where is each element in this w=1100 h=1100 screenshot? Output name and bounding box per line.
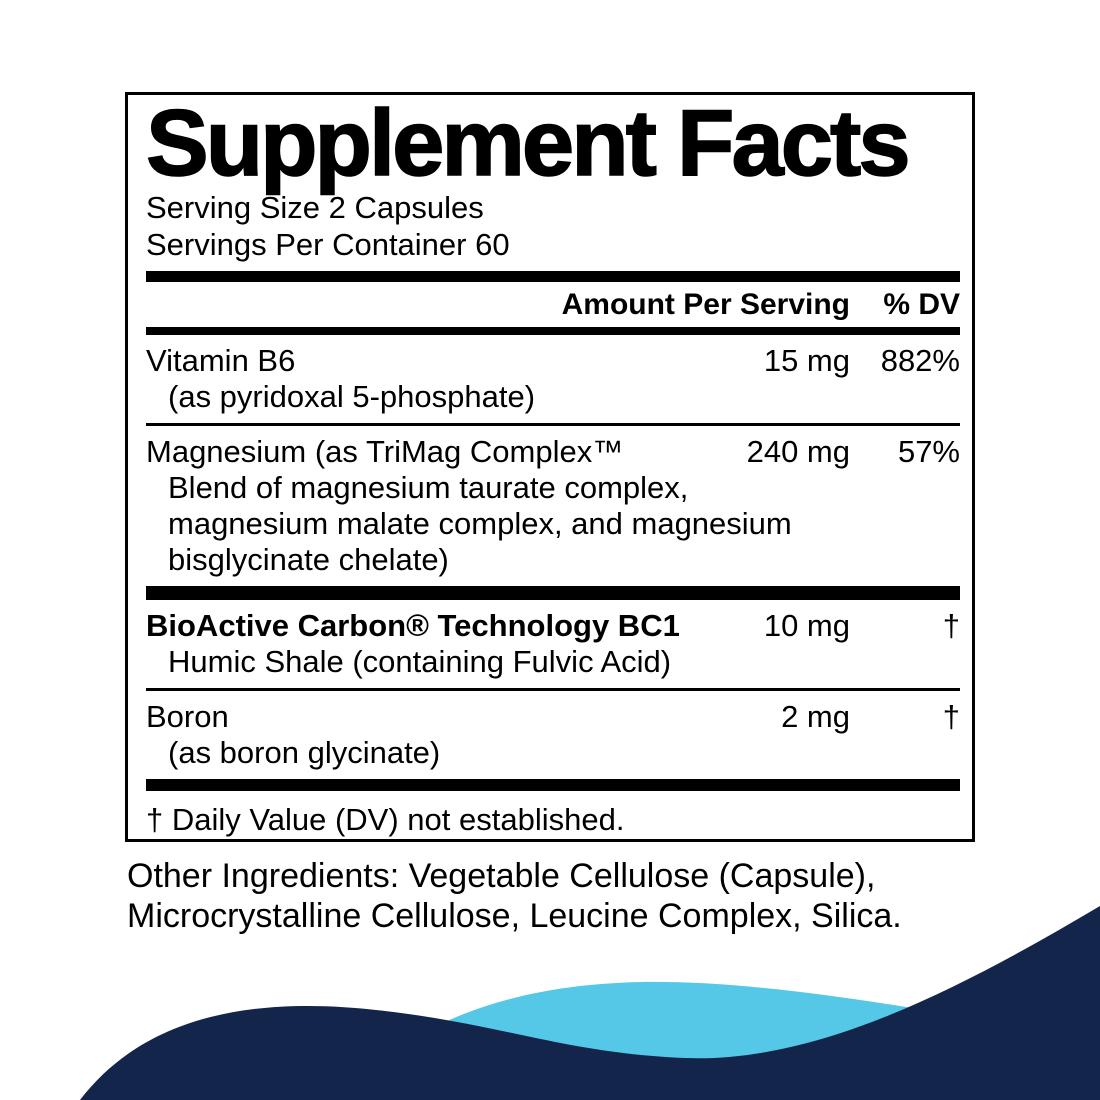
nutrient-detail: (as boron glycinate) [168,735,441,770]
nutrient-row-magnesium: 240 mg 57% Magnesium (as TriMag Complex™… [146,426,960,586]
amount-value: 15 mg [763,343,850,378]
nutrient-detail: (as pyridoxal 5-phosphate) [168,379,536,414]
other-ingredients-text: Other Ingredients: Vegetable Cellulose (… [127,857,902,935]
nutrient-row-vitamin-b6: 15 mg 882% Vitamin B6 (as pyridoxal 5-ph… [146,335,960,423]
dv-value: † [942,608,960,643]
divider-thick-top [146,271,960,282]
nutrient-name: Boron [146,699,229,734]
percent-dv-header: % DV [883,288,960,321]
dv-value: † [942,699,960,734]
amount-value: 10 mg [763,608,850,643]
amount-value: 240 mg [746,434,850,469]
amount-value: 2 mg [781,699,850,734]
nutrient-name: Magnesium (as TriMag Complex™ [146,434,624,469]
serving-size: Serving Size 2 Capsules [146,190,484,225]
divider-thick-mid [146,586,960,600]
divider-thick-bottom [146,779,960,791]
divider-medium-header [146,327,960,335]
decorative-waves [80,906,1100,1100]
dv-value: 57% [897,434,960,469]
nutrient-detail: Blend of magnesium taurate complex, magn… [168,470,792,577]
nutrient-name: BioActive Carbon® Technology BC1 [146,608,680,643]
supplement-facts-panel: Supplement Facts Serving Size 2 Capsules… [125,92,975,842]
divider-thin-2 [146,688,960,691]
daily-value-footnote: † Daily Value (DV) not established. [146,802,625,837]
dv-value: 882% [880,343,960,378]
column-header-row: Amount Per Serving % DV [146,282,960,327]
nutrient-row-boron: 2 mg † Boron (as boron glycinate) [146,691,960,779]
wave-navy-shape [80,906,1100,1100]
servings-per-container: Servings Per Container 60 [146,227,510,262]
panel-title: Supplement Facts [145,92,911,195]
nutrient-row-bioactive-carbon: 10 mg † BioActive Carbon® Technology BC1… [146,600,960,688]
nutrient-name: Vitamin B6 [146,343,296,378]
amount-per-serving-header: Amount Per Serving [561,288,850,321]
nutrient-detail: Humic Shale (containing Fulvic Acid) [168,644,672,679]
divider-thin-1 [146,423,960,426]
